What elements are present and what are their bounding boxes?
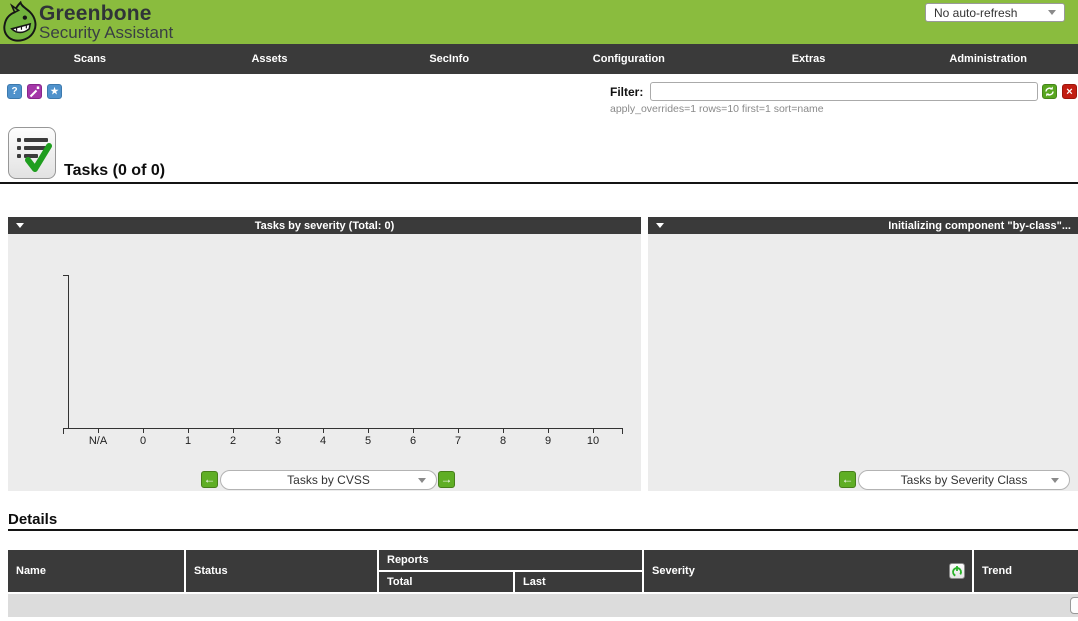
nav-item-scans[interactable]: Scans — [73, 53, 107, 65]
help-icon[interactable]: ? — [7, 84, 22, 99]
x-tick-label: 3 — [274, 435, 282, 447]
column-header-last[interactable]: Last — [515, 572, 642, 592]
chart-type-value: Tasks by CVSS — [287, 473, 370, 487]
column-header-status[interactable]: Status — [186, 550, 377, 592]
panel-header: Initializing component "by-class"... — [648, 217, 1078, 234]
brand-subtitle: Security Assistant — [39, 23, 174, 42]
x-tick-label: 7 — [454, 435, 462, 447]
severity-chart-area: N/A 0 1 2 3 4 5 6 7 8 9 10 ← Tasks by CV… — [8, 234, 641, 491]
toolbar: ? ★ — [7, 84, 62, 99]
chevron-down-icon — [1051, 478, 1059, 483]
next-chart-button[interactable]: → — [438, 471, 455, 488]
x-tick-label: 8 — [499, 435, 507, 447]
filter-current-terms: apply_overrides=1 rows=10 first=1 sort=n… — [610, 103, 824, 115]
nav-item-assets[interactable]: Assets — [251, 53, 288, 65]
collapse-triangle-icon[interactable] — [656, 223, 664, 228]
page-title: Tasks (0 of 0) — [64, 162, 166, 179]
collapse-triangle-icon[interactable] — [16, 223, 24, 228]
tasks-table-header: Name Status Reports Total Last Severity … — [8, 550, 1078, 592]
x-tick-label: N/A — [88, 435, 108, 447]
nav-item-extras[interactable]: Extras — [791, 53, 826, 65]
x-tick-label: 9 — [544, 435, 552, 447]
nav-item-secinfo[interactable]: SecInfo — [429, 53, 470, 65]
panel-by-class: Initializing component "by-class"... ← T… — [648, 217, 1078, 491]
column-header-reports: Reports Total Last — [379, 550, 642, 592]
column-header-severity[interactable]: Severity — [644, 550, 972, 592]
greenbone-dragon-logo-icon — [2, 0, 38, 48]
nav-item-administration[interactable]: Administration — [949, 53, 1027, 65]
panel-header: Tasks by severity (Total: 0) — [8, 217, 641, 234]
filter-refresh-icon[interactable] — [1042, 84, 1057, 99]
chart-type-value: Tasks by Severity Class — [900, 473, 1028, 487]
x-tick-label: 10 — [586, 435, 600, 447]
wizard-wand-icon[interactable] — [27, 84, 42, 99]
x-tick-label: 6 — [409, 435, 417, 447]
tasks-list-icon — [8, 127, 56, 179]
chart-type-select[interactable]: Tasks by CVSS — [220, 470, 437, 490]
chart-type-select[interactable]: Tasks by Severity Class — [858, 470, 1070, 490]
panel-title: Tasks by severity (Total: 0) — [254, 219, 395, 232]
column-header-reports-label[interactable]: Reports — [379, 550, 642, 570]
details-heading: Details — [8, 511, 58, 528]
filter-reset-icon[interactable]: × — [1062, 84, 1077, 99]
x-tick-label: 0 — [139, 435, 147, 447]
chevron-down-icon — [418, 478, 426, 483]
prev-chart-button[interactable]: ← — [839, 471, 856, 488]
chart-y-axis — [68, 275, 69, 429]
filter-input[interactable] — [650, 82, 1038, 101]
column-header-name[interactable]: Name — [8, 550, 184, 592]
main-nav: Scans Assets SecInfo Configuration Extra… — [0, 44, 1078, 74]
x-tick-label: 2 — [229, 435, 237, 447]
prev-chart-button[interactable]: ← — [201, 471, 218, 488]
filter-label: Filter: — [610, 85, 644, 99]
chevron-down-icon — [1048, 10, 1056, 15]
star-icon[interactable]: ★ — [47, 84, 62, 99]
panel-title: Initializing component "by-class"... — [888, 219, 1071, 232]
title-divider — [0, 182, 1078, 184]
panel-tasks-by-severity: Tasks by severity (Total: 0) N/A 0 1 2 3… — [8, 217, 641, 491]
chart-x-axis — [63, 428, 623, 429]
x-tick-label: 1 — [184, 435, 192, 447]
brand-title: Greenbone — [39, 2, 152, 25]
details-divider — [8, 529, 1078, 531]
by-class-chart-area: ← Tasks by Severity Class — [648, 234, 1078, 491]
nav-item-configuration[interactable]: Configuration — [592, 53, 665, 65]
column-header-total[interactable]: Total — [379, 572, 513, 592]
x-tick-label: 5 — [364, 435, 372, 447]
column-header-trend[interactable]: Trend — [974, 550, 1078, 592]
auto-refresh-value: No auto-refresh — [934, 5, 1018, 20]
auto-refresh-select[interactable]: No auto-refresh — [925, 3, 1065, 22]
empty-table-row — [8, 594, 1078, 617]
overlay-button-partial[interactable] — [1070, 597, 1078, 614]
overrides-power-icon[interactable] — [949, 563, 965, 579]
x-tick-label: 4 — [319, 435, 327, 447]
app-header: Greenbone Security Assistant No auto-ref… — [0, 0, 1078, 44]
